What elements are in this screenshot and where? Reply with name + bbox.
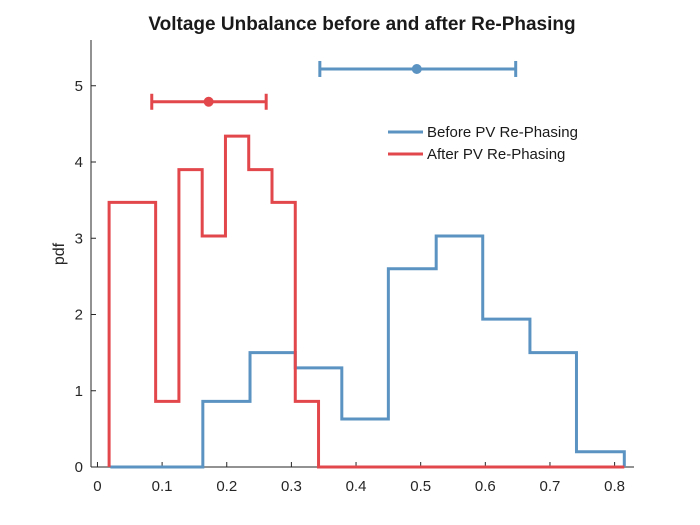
legend-item: After PV Re-Phasing	[388, 146, 565, 163]
legend: Before PV Re-Phasing After PV Re-Phasing	[388, 124, 578, 163]
legend-item: Before PV Re-Phasing	[388, 124, 578, 141]
x-tick-label: 0.4	[346, 478, 367, 495]
y-tick-label: 3	[75, 230, 83, 247]
x-tick-label: 0.6	[475, 478, 496, 495]
y-tick-label: 5	[75, 78, 83, 95]
x-tick-label: 0.2	[216, 478, 237, 495]
chart-title: Voltage Unbalance before and after Re-Ph…	[148, 14, 575, 35]
y-tick-label: 1	[75, 383, 83, 400]
x-tick-label: 0.8	[604, 478, 625, 495]
legend-label: Before PV Re-Phasing	[427, 124, 578, 141]
y-tick-label: 0	[75, 459, 83, 476]
legend-label: After PV Re-Phasing	[427, 146, 565, 163]
plot-area: 0 0.1 0.2 0.3 0.4 0.5 0.6 0.7 0.8 0 1 2 3 4 5	[75, 40, 634, 495]
x-tick-label: 0.1	[152, 478, 173, 495]
y-tick-label: 4	[75, 154, 83, 171]
errorbar-mean-point	[203, 96, 214, 107]
errorbar-mean-point	[411, 63, 422, 74]
x-tick-label: 0.3	[281, 478, 302, 495]
errorbar-after	[150, 93, 268, 110]
y-tick-label: 2	[75, 307, 83, 324]
x-tick-label: 0.5	[410, 478, 431, 495]
y-axis-label: pdf	[51, 242, 68, 265]
x-tick-label: 0.7	[540, 478, 561, 495]
errorbar-before	[318, 60, 518, 77]
series-after-histogram	[107, 134, 625, 469]
series-before-histogram	[110, 234, 626, 469]
x-tick-label: 0	[93, 478, 101, 495]
